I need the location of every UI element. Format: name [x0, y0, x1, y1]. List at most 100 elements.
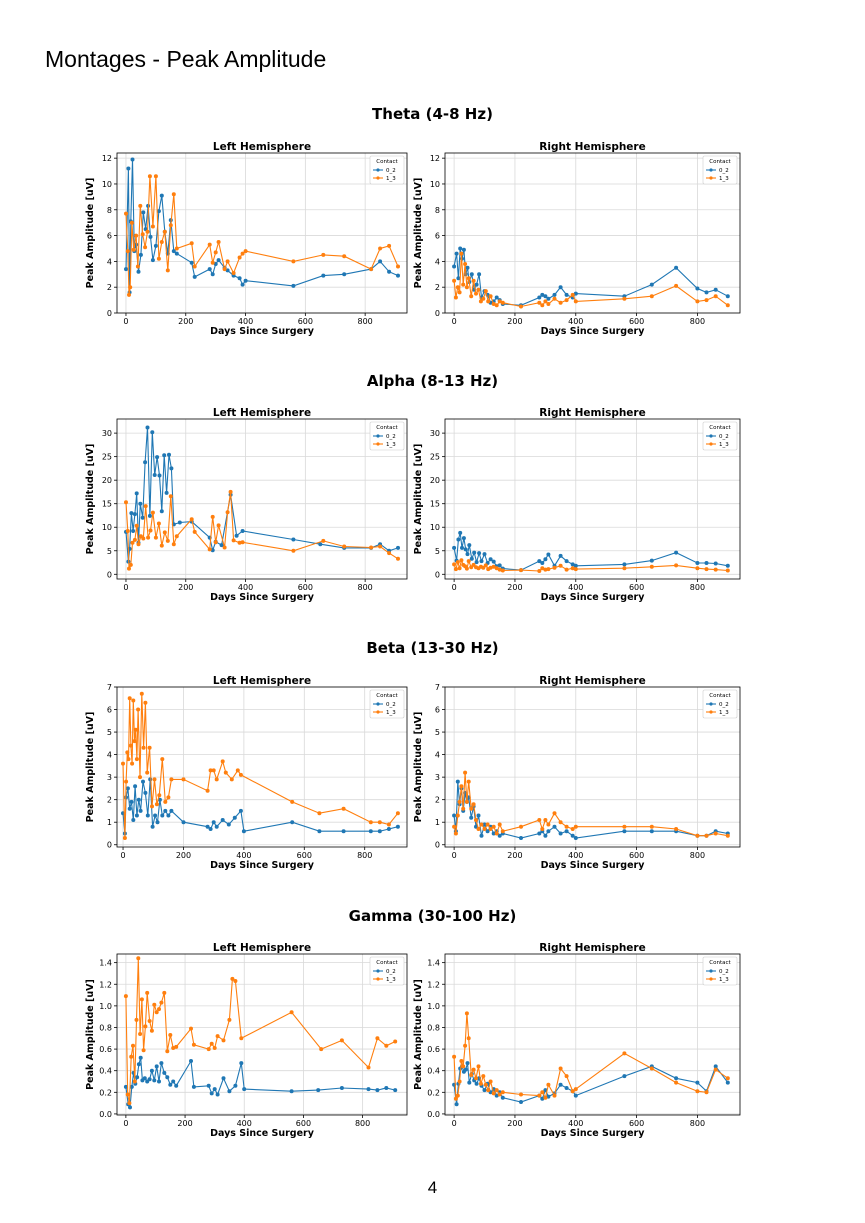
data-point-1_3 [129, 220, 134, 225]
data-point-0_2 [159, 1061, 164, 1066]
data-point-0_2 [136, 1062, 141, 1067]
data-point-1_3 [125, 249, 130, 254]
data-point-0_2 [497, 563, 502, 568]
data-point-1_3 [457, 566, 462, 571]
data-point-0_2 [452, 264, 457, 269]
data-point-0_2 [174, 1083, 179, 1088]
x-tick-label: 0 [123, 1119, 128, 1128]
data-point-0_2 [552, 292, 557, 297]
data-point-1_3 [122, 836, 127, 840]
grid [445, 686, 740, 847]
plot-frame [116, 686, 408, 848]
data-point-1_3 [481, 296, 486, 301]
series-1_3 [452, 251, 730, 309]
data-point-1_3 [147, 745, 152, 750]
data-point-1_3 [130, 761, 135, 766]
data-point-0_2 [237, 276, 242, 281]
y-tick-label: 0.4 [99, 1067, 112, 1076]
legend-label-0_2: 0_2 [386, 702, 396, 708]
subplot-title: Left Hemisphere [213, 942, 311, 954]
y-tick-label: 1.2 [427, 980, 440, 989]
data-point-1_3 [135, 264, 140, 269]
x-tick-label: 200 [177, 1119, 192, 1128]
series-0_2 [452, 779, 730, 840]
series-line-0_2 [453, 532, 728, 571]
data-point-1_3 [649, 824, 654, 829]
y-tick-label: 7 [107, 683, 112, 692]
subplot-title: Right Hemisphere [539, 675, 645, 687]
y-tick-label: 1.0 [427, 1002, 440, 1011]
x-tick-label: 200 [507, 851, 522, 860]
y-tick-label: 4 [435, 751, 440, 760]
data-point-1_3 [168, 1033, 173, 1037]
y-tick-label: 2 [107, 796, 112, 805]
x-tick-label: 800 [690, 583, 705, 592]
data-point-0_2 [215, 1092, 220, 1097]
x-tick-label: 800 [690, 317, 705, 326]
data-point-0_2 [725, 294, 730, 299]
data-point-1_3 [622, 1051, 627, 1056]
data-point-1_3 [713, 1067, 718, 1072]
data-point-1_3 [129, 1054, 134, 1059]
data-point-1_3 [121, 761, 125, 766]
series-1_3 [452, 1011, 730, 1101]
x-tick-label: 0 [452, 583, 457, 592]
data-point-1_3 [543, 299, 548, 304]
y-tick-label: 25 [102, 453, 112, 462]
data-point-1_3 [455, 560, 460, 565]
data-point-1_3 [366, 1065, 371, 1070]
data-point-1_3 [123, 994, 128, 999]
data-point-0_2 [157, 473, 162, 478]
data-point-1_3 [713, 831, 718, 836]
data-point-0_2 [485, 829, 490, 834]
data-point-0_2 [558, 1082, 563, 1087]
data-point-1_3 [215, 1034, 220, 1039]
y-tick-label: 6 [435, 232, 440, 241]
data-point-0_2 [460, 545, 464, 550]
x-tick-label: 200 [178, 317, 193, 326]
data-point-0_2 [465, 552, 470, 557]
data-point-1_3 [143, 700, 148, 705]
data-point-1_3 [289, 1010, 294, 1015]
data-point-0_2 [494, 1093, 499, 1098]
data-point-1_3 [474, 291, 478, 296]
data-point-1_3 [136, 956, 141, 961]
data-point-0_2 [704, 290, 709, 295]
data-point-1_3 [136, 707, 141, 712]
data-point-1_3 [486, 299, 491, 304]
data-point-0_2 [573, 836, 578, 840]
grid [117, 954, 407, 1115]
legend-marker-1_3 [709, 176, 713, 180]
data-point-1_3 [457, 1079, 462, 1084]
data-point-1_3 [543, 818, 548, 822]
data-point-0_2 [148, 777, 153, 782]
data-point-1_3 [171, 542, 176, 547]
y-tick-label: 1.0 [99, 1002, 112, 1011]
data-point-0_2 [713, 561, 718, 566]
data-point-1_3 [725, 303, 730, 308]
data-point-0_2 [240, 282, 245, 287]
series-1_3 [452, 558, 730, 573]
data-point-1_3 [540, 827, 545, 831]
data-point-1_3 [162, 530, 167, 535]
data-point-0_2 [454, 1102, 459, 1107]
data-point-1_3 [464, 285, 469, 290]
data-point-0_2 [153, 243, 158, 248]
legend-marker-0_2 [709, 434, 713, 438]
data-point-0_2 [321, 273, 326, 278]
data-point-1_3 [342, 544, 347, 549]
data-point-0_2 [138, 252, 143, 257]
data-point-1_3 [149, 1028, 154, 1033]
x-tick-label: 600 [297, 851, 312, 860]
plot-frame [116, 418, 408, 580]
data-point-1_3 [674, 1080, 679, 1085]
legend: Contact 0_2 1_3 [702, 689, 738, 719]
series-0_2 [121, 777, 400, 836]
y-tick-label: 1.2 [99, 980, 112, 989]
data-point-1_3 [134, 1017, 139, 1022]
data-point-1_3 [220, 759, 225, 764]
x-tick-label: 600 [629, 317, 644, 326]
data-point-0_2 [317, 829, 322, 834]
data-point-0_2 [649, 282, 654, 287]
data-point-1_3 [482, 827, 487, 831]
